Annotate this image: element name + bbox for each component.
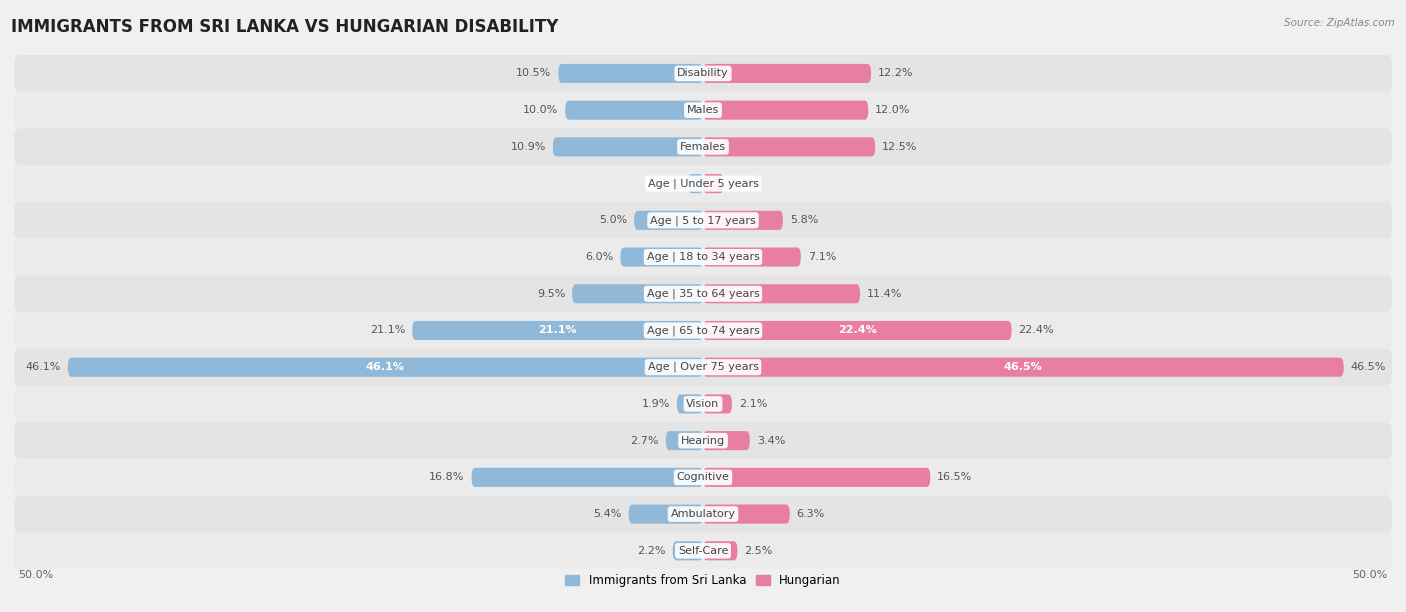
FancyBboxPatch shape	[14, 459, 1392, 496]
Text: 5.0%: 5.0%	[599, 215, 627, 225]
FancyBboxPatch shape	[620, 247, 703, 267]
FancyBboxPatch shape	[666, 431, 703, 450]
Text: 10.0%: 10.0%	[523, 105, 558, 115]
Text: Age | 18 to 34 years: Age | 18 to 34 years	[647, 252, 759, 263]
Text: 12.0%: 12.0%	[875, 105, 911, 115]
FancyBboxPatch shape	[703, 541, 738, 561]
FancyBboxPatch shape	[14, 275, 1392, 312]
FancyBboxPatch shape	[676, 394, 703, 414]
FancyBboxPatch shape	[14, 55, 1392, 92]
FancyBboxPatch shape	[14, 312, 1392, 349]
FancyBboxPatch shape	[572, 284, 703, 304]
FancyBboxPatch shape	[14, 239, 1392, 275]
Text: 46.1%: 46.1%	[366, 362, 405, 372]
Text: 5.4%: 5.4%	[593, 509, 621, 519]
Text: Age | 35 to 64 years: Age | 35 to 64 years	[647, 288, 759, 299]
Text: IMMIGRANTS FROM SRI LANKA VS HUNGARIAN DISABILITY: IMMIGRANTS FROM SRI LANKA VS HUNGARIAN D…	[11, 18, 558, 36]
Text: Females: Females	[681, 142, 725, 152]
FancyBboxPatch shape	[703, 357, 1344, 377]
FancyBboxPatch shape	[703, 431, 749, 450]
FancyBboxPatch shape	[634, 211, 703, 230]
FancyBboxPatch shape	[703, 247, 801, 267]
FancyBboxPatch shape	[553, 137, 703, 157]
FancyBboxPatch shape	[703, 468, 931, 487]
Text: 12.2%: 12.2%	[877, 69, 914, 78]
Text: 2.5%: 2.5%	[744, 546, 773, 556]
Text: 21.1%: 21.1%	[370, 326, 405, 335]
Text: Source: ZipAtlas.com: Source: ZipAtlas.com	[1284, 18, 1395, 28]
FancyBboxPatch shape	[688, 174, 703, 193]
Text: Cognitive: Cognitive	[676, 472, 730, 482]
FancyBboxPatch shape	[14, 129, 1392, 165]
Text: 50.0%: 50.0%	[1353, 570, 1388, 580]
Text: 3.4%: 3.4%	[756, 436, 785, 446]
Text: 9.5%: 9.5%	[537, 289, 565, 299]
Text: 46.1%: 46.1%	[25, 362, 60, 372]
Text: 12.5%: 12.5%	[882, 142, 918, 152]
Legend: Immigrants from Sri Lanka, Hungarian: Immigrants from Sri Lanka, Hungarian	[561, 569, 845, 592]
Text: Ambulatory: Ambulatory	[671, 509, 735, 519]
FancyBboxPatch shape	[558, 64, 703, 83]
Text: 2.7%: 2.7%	[630, 436, 659, 446]
Text: 46.5%: 46.5%	[1004, 362, 1043, 372]
Text: 10.5%: 10.5%	[516, 69, 551, 78]
FancyBboxPatch shape	[703, 284, 860, 304]
Text: Hearing: Hearing	[681, 436, 725, 446]
FancyBboxPatch shape	[703, 64, 872, 83]
Text: 16.5%: 16.5%	[938, 472, 973, 482]
FancyBboxPatch shape	[703, 394, 733, 414]
Text: 46.5%: 46.5%	[1351, 362, 1386, 372]
FancyBboxPatch shape	[14, 496, 1392, 532]
FancyBboxPatch shape	[565, 100, 703, 120]
Text: 1.1%: 1.1%	[652, 179, 681, 188]
Text: Age | 65 to 74 years: Age | 65 to 74 years	[647, 325, 759, 336]
FancyBboxPatch shape	[412, 321, 703, 340]
Text: 22.4%: 22.4%	[1018, 326, 1054, 335]
Text: 22.4%: 22.4%	[838, 326, 877, 335]
FancyBboxPatch shape	[703, 321, 1012, 340]
FancyBboxPatch shape	[67, 357, 703, 377]
FancyBboxPatch shape	[14, 202, 1392, 239]
Text: 7.1%: 7.1%	[807, 252, 837, 262]
FancyBboxPatch shape	[703, 504, 790, 524]
FancyBboxPatch shape	[471, 468, 703, 487]
Text: 1.9%: 1.9%	[641, 399, 669, 409]
Text: 10.9%: 10.9%	[510, 142, 546, 152]
FancyBboxPatch shape	[14, 349, 1392, 386]
Text: Males: Males	[688, 105, 718, 115]
Text: Age | Over 75 years: Age | Over 75 years	[648, 362, 758, 373]
Text: Age | 5 to 17 years: Age | 5 to 17 years	[650, 215, 756, 226]
Text: 2.2%: 2.2%	[637, 546, 666, 556]
Text: 50.0%: 50.0%	[18, 570, 53, 580]
FancyBboxPatch shape	[14, 165, 1392, 202]
FancyBboxPatch shape	[703, 137, 875, 157]
FancyBboxPatch shape	[703, 211, 783, 230]
FancyBboxPatch shape	[628, 504, 703, 524]
Text: Age | Under 5 years: Age | Under 5 years	[648, 178, 758, 189]
Text: 21.1%: 21.1%	[538, 326, 576, 335]
Text: 5.8%: 5.8%	[790, 215, 818, 225]
Text: Vision: Vision	[686, 399, 720, 409]
Text: 1.5%: 1.5%	[731, 179, 759, 188]
Text: 11.4%: 11.4%	[868, 289, 903, 299]
FancyBboxPatch shape	[672, 541, 703, 561]
Text: 6.0%: 6.0%	[585, 252, 613, 262]
Text: 6.3%: 6.3%	[797, 509, 825, 519]
Text: 2.1%: 2.1%	[738, 399, 768, 409]
Text: 16.8%: 16.8%	[429, 472, 464, 482]
FancyBboxPatch shape	[14, 532, 1392, 569]
FancyBboxPatch shape	[703, 174, 724, 193]
FancyBboxPatch shape	[703, 100, 869, 120]
Text: Self-Care: Self-Care	[678, 546, 728, 556]
FancyBboxPatch shape	[14, 92, 1392, 129]
FancyBboxPatch shape	[14, 422, 1392, 459]
Text: Disability: Disability	[678, 69, 728, 78]
FancyBboxPatch shape	[14, 386, 1392, 422]
